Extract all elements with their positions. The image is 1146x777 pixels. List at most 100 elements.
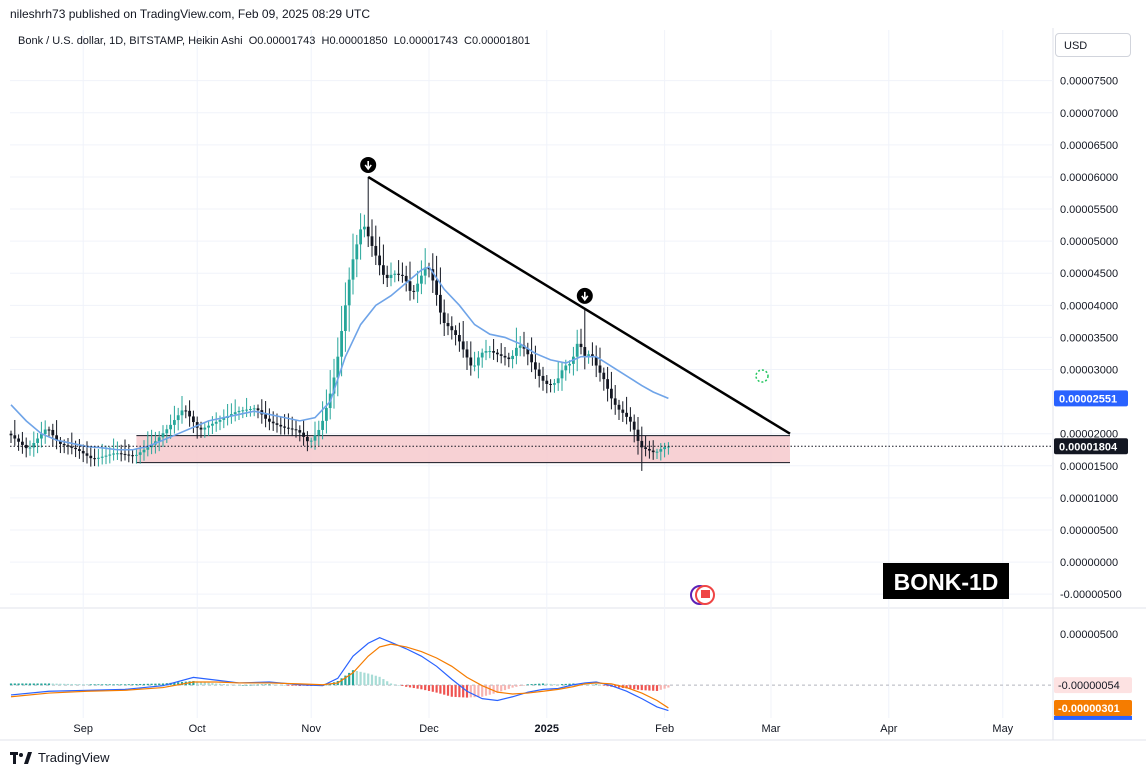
candle-body <box>507 357 511 360</box>
macd-histogram-bar <box>150 683 153 686</box>
candle-body <box>233 412 237 415</box>
candle-body <box>389 274 393 279</box>
moving-average-line <box>10 265 669 451</box>
candle-body <box>283 426 286 428</box>
macd-histogram-bar <box>275 684 279 686</box>
price-tick-label: 0.00002000 <box>1060 429 1118 441</box>
candle-body <box>81 450 85 454</box>
candle-body <box>442 312 446 323</box>
macd-histogram-bar <box>44 683 47 686</box>
macd-histogram-bar <box>640 685 643 691</box>
macd-histogram-bar <box>484 685 488 696</box>
macd-histogram-bar <box>538 683 541 686</box>
macd-histogram-bar <box>348 672 351 686</box>
candle-body <box>568 363 571 366</box>
macd-histogram-bar <box>108 684 111 686</box>
macd-histogram-bar <box>389 683 393 686</box>
macd-histogram-bar <box>142 683 146 686</box>
macd-histogram-bar <box>507 685 510 689</box>
candle-body <box>157 437 161 442</box>
candle-body <box>17 438 20 442</box>
candle-body <box>325 408 328 421</box>
candle-body <box>24 444 28 449</box>
candle-body <box>13 435 17 439</box>
macd-histogram-bar <box>530 684 533 686</box>
macd-histogram-bar <box>70 683 73 686</box>
macd-histogram-bar <box>272 684 275 686</box>
macd-histogram-bar <box>21 683 24 686</box>
watermark-label: BONK-1D <box>894 569 999 595</box>
time-tick-label: Sep <box>73 723 93 735</box>
price-tick-label: -0.00000500 <box>1060 589 1122 601</box>
candle-body <box>556 378 560 384</box>
candle-body <box>404 275 408 282</box>
macd-histogram-bar <box>230 684 233 686</box>
candle-body <box>458 335 461 342</box>
candle-body <box>241 410 245 412</box>
candle-body <box>473 365 476 367</box>
candle-body <box>439 294 442 313</box>
macd-histogram-bar <box>503 685 507 691</box>
candle-body <box>279 424 283 427</box>
price-tick-label: 0.00006000 <box>1060 172 1118 184</box>
candle-body <box>237 410 241 413</box>
candle-body <box>180 410 184 416</box>
macd-histogram-bar <box>260 684 263 686</box>
macd-histogram-bar <box>557 684 560 686</box>
macd-histogram-bar <box>511 685 514 688</box>
candle-body <box>499 354 503 356</box>
macd-histogram-bar <box>218 683 222 686</box>
tradingview-logo-icon <box>10 751 32 764</box>
currency-button[interactable]: USD <box>1055 33 1131 57</box>
macd-histogram-bar <box>393 684 396 686</box>
candle-body <box>621 409 625 413</box>
candle-body <box>667 446 670 448</box>
macd-histogram-bar <box>112 684 115 686</box>
macd-histogram-bar <box>256 684 260 686</box>
candle-body <box>214 421 218 424</box>
macd-histogram-bar <box>199 681 203 686</box>
macd-histogram-bar <box>340 678 343 686</box>
macd-histogram-bar <box>526 684 529 686</box>
candle-body <box>537 369 541 376</box>
macd-histogram-bar <box>13 683 16 686</box>
candle-body <box>446 322 450 327</box>
time-tick-label: May <box>992 723 1013 735</box>
descending-trendline <box>367 175 791 435</box>
price-tick-label: 0.00007000 <box>1060 108 1118 120</box>
candle-body <box>347 279 351 306</box>
candle-body <box>427 267 431 270</box>
macd-histogram-bar <box>104 684 108 686</box>
candle-body <box>192 416 195 423</box>
macd-histogram-bar <box>382 679 385 686</box>
candle-body <box>602 372 606 380</box>
macd-histogram-bar <box>443 685 446 695</box>
price-tick-label: 0.00005500 <box>1060 204 1118 216</box>
macd-histogram-bar <box>378 676 381 686</box>
macd-histogram-bar <box>207 682 210 686</box>
candle-body <box>370 236 374 246</box>
price-tick-label: 0.00003000 <box>1060 365 1118 377</box>
candle-body <box>218 419 222 422</box>
macd-histogram-bar <box>587 684 590 686</box>
macd-histogram-bar <box>370 674 374 686</box>
macd-histogram-bar <box>648 685 651 691</box>
candle-body <box>59 440 62 444</box>
candle-body <box>351 259 355 280</box>
candle-body <box>123 453 127 455</box>
candle-body <box>287 427 290 429</box>
macd-histogram-bar <box>127 684 130 686</box>
macd-histogram-bar <box>325 684 328 686</box>
macd-histogram-bar <box>462 685 465 698</box>
macd-histogram-bar <box>473 685 476 698</box>
macd-histogram-bar <box>614 685 617 688</box>
macd-histogram-bar <box>625 685 628 689</box>
legend-close: C0.00001801 <box>464 35 531 47</box>
candle-body <box>530 354 533 363</box>
macd-histogram-bar <box>549 683 552 686</box>
candle-body <box>150 444 153 448</box>
candle-body <box>401 274 404 276</box>
candle-body <box>465 349 469 358</box>
candle-body <box>249 408 252 410</box>
loading-circle-icon <box>755 369 769 383</box>
